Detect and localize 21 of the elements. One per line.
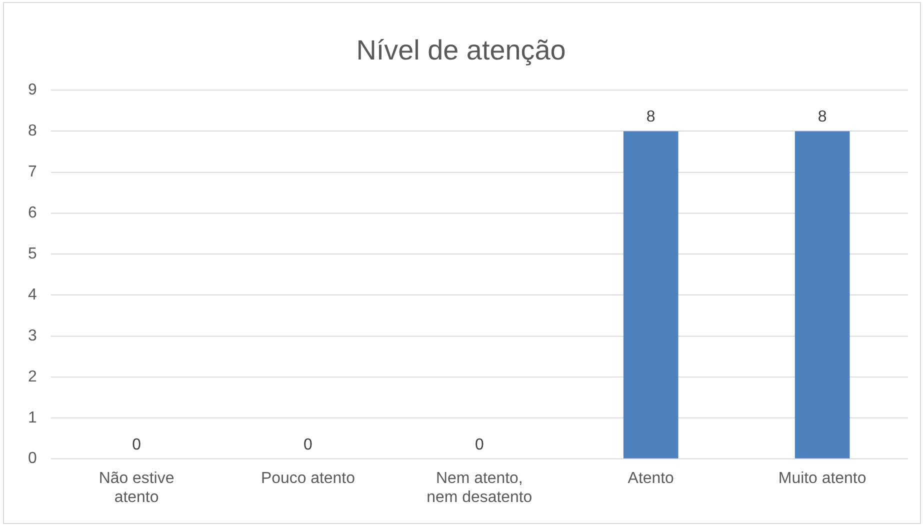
- data-label: 0: [474, 436, 484, 454]
- y-tick-label: 6: [28, 204, 37, 222]
- x-tick-label: Atento: [628, 470, 674, 487]
- chart-title: Nível de atenção: [356, 34, 566, 66]
- x-tick-label: Não estive atento: [98, 470, 174, 506]
- y-tick-label: 8: [28, 122, 37, 140]
- x-tick-label: Muito atento: [778, 470, 866, 487]
- y-tick-label: 7: [28, 164, 37, 181]
- y-tick-label: 9: [28, 82, 37, 99]
- y-tick-label: 3: [28, 327, 37, 344]
- y-tick-label: 0: [28, 450, 37, 468]
- data-label: 0: [132, 436, 142, 454]
- y-tick-label: 2: [28, 368, 37, 386]
- data-label: 0: [304, 436, 313, 454]
- data-label: 8: [646, 108, 656, 126]
- x-tick-label: Pouco atento: [260, 470, 356, 487]
- y-tick-label: 4: [28, 286, 37, 304]
- y-tick-label: 5: [28, 245, 37, 262]
- x-tick-label: Nem atento, nem desatento: [426, 470, 532, 506]
- data-label: 8: [818, 108, 827, 126]
- y-tick-label: 1: [28, 409, 37, 426]
